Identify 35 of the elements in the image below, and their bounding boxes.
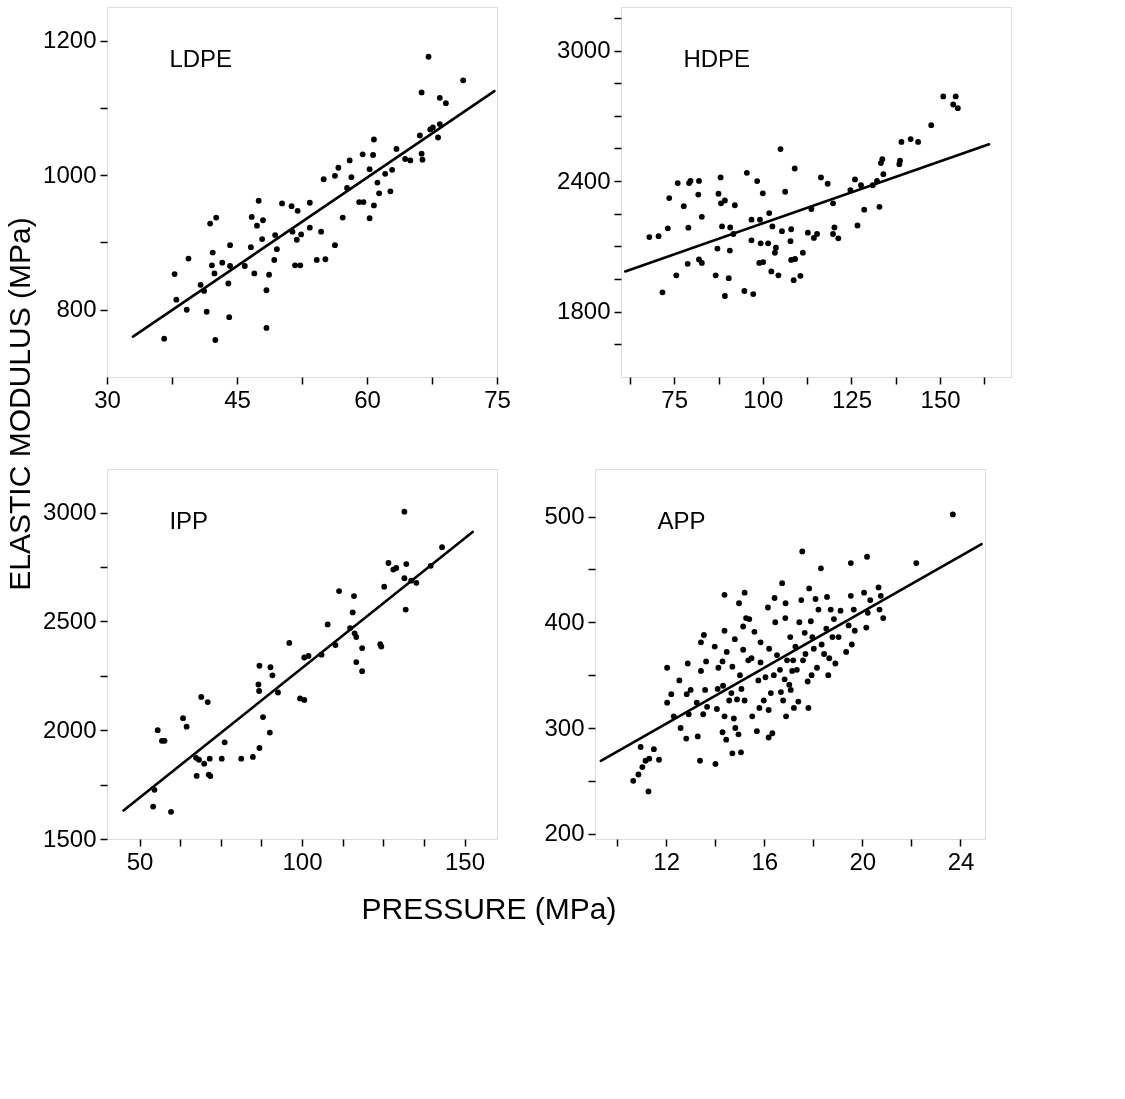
y-tick-label: 1800 [557,297,611,325]
x-tick-label: 100 [282,847,323,875]
x-tick-label: 125 [831,385,872,413]
x-tick-label: 12 [653,847,680,875]
y-tick-label: 400 [544,607,585,635]
text: IPP [169,506,209,534]
x-tick-label: 16 [751,847,779,875]
y-tick-label: 3000 [557,36,611,64]
x-tick-label: 75 [484,385,511,413]
x-tick-label: 60 [354,385,381,413]
x-tick-label: 50 [126,847,154,875]
x-tick-label: 75 [661,385,689,413]
text: LDPE [169,44,233,72]
y-tick-label: 1500 [43,824,97,852]
x-tick-label: 20 [849,847,877,875]
x-tick-label: 150 [444,847,486,875]
text: APP [657,506,706,534]
y-tick-label: 3000 [43,498,97,526]
x-tick-label: 100 [743,385,784,413]
x-tick-label: 45 [224,385,251,413]
x-tick-label: 24 [947,847,975,875]
text: HDPE [683,44,751,72]
y-tick-label: 2400 [557,166,611,194]
x-tick-label: 150 [920,385,961,413]
y-tick-label: 500 [544,502,585,530]
y-tick-label: 300 [544,713,585,741]
y-tick-label: 1200 [43,26,97,54]
y-tick-label: 800 [56,295,97,323]
y-tick-label: 2000 [43,715,97,743]
y-tick-label: 1000 [43,160,97,188]
y-axis-title: ELASTIC MODULUS (MPa) [3,217,36,591]
y-tick-label: 2500 [43,606,97,634]
x-tick-label: 30 [94,385,121,413]
y-tick-label: 200 [544,819,585,847]
x-axis-title: PRESSURE (MPa) [361,892,617,925]
